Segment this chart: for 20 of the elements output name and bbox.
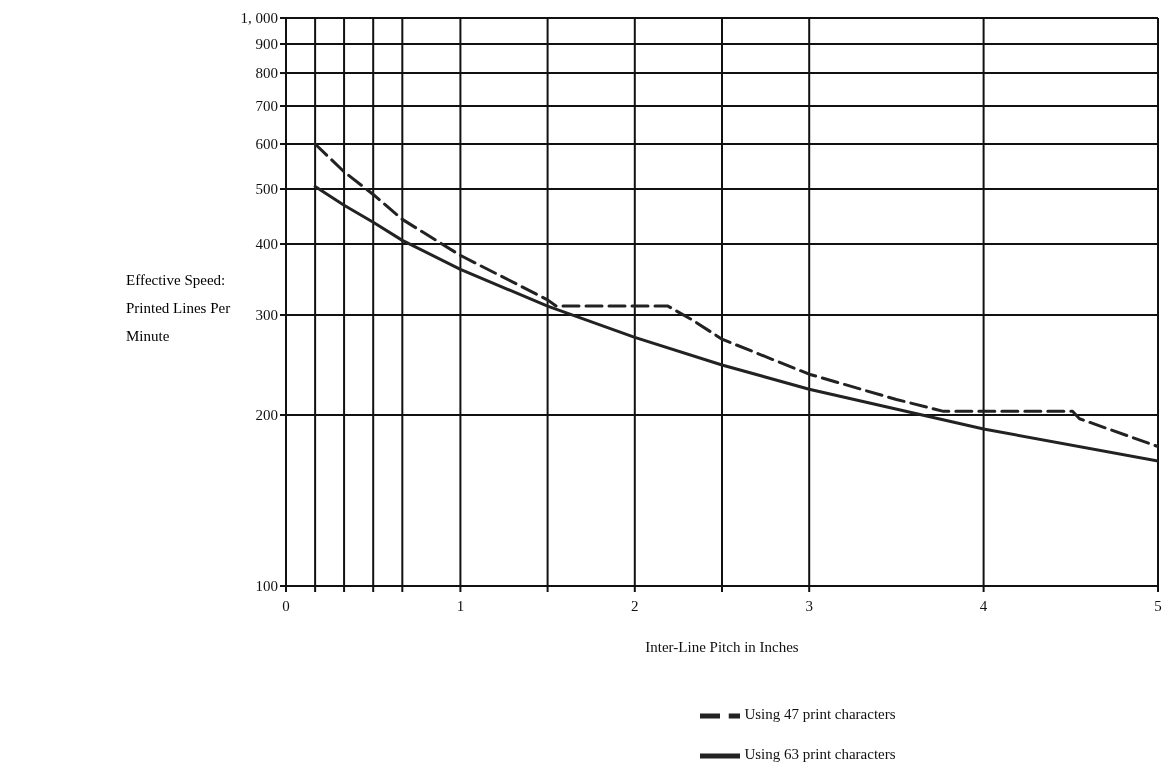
x-tick-label: 4 bbox=[979, 597, 988, 614]
legend-label: Using 63 print characters bbox=[744, 746, 896, 763]
x-tick-label: 2 bbox=[631, 597, 639, 614]
y-tick-label: 700 bbox=[255, 98, 278, 115]
y-axis-title: Effective Speed: Printed Lines Per Minute bbox=[126, 271, 232, 346]
x-axis-title: Inter-Line Pitch in Inches bbox=[645, 639, 799, 655]
y-tick-label: 600 bbox=[255, 136, 278, 153]
y-tick-label: 900 bbox=[255, 36, 278, 53]
x-tick-label: 3 bbox=[805, 597, 813, 614]
legend-label: Using 47 print characters bbox=[744, 706, 896, 723]
y-tick-label: 200 bbox=[255, 407, 278, 424]
x-tick-label: 1 bbox=[456, 597, 465, 614]
y-tick-label: 1, 000 bbox=[240, 10, 278, 27]
y-tick-label: 100 bbox=[255, 578, 278, 595]
y-tick-label: 300 bbox=[255, 307, 278, 324]
x-tick-label: 0 bbox=[282, 597, 290, 614]
y-tick-label: 800 bbox=[255, 65, 278, 82]
y-tick-label: 500 bbox=[255, 181, 278, 198]
x-tick-label: 5 bbox=[1154, 597, 1162, 614]
y-tick-label: 400 bbox=[255, 236, 278, 253]
